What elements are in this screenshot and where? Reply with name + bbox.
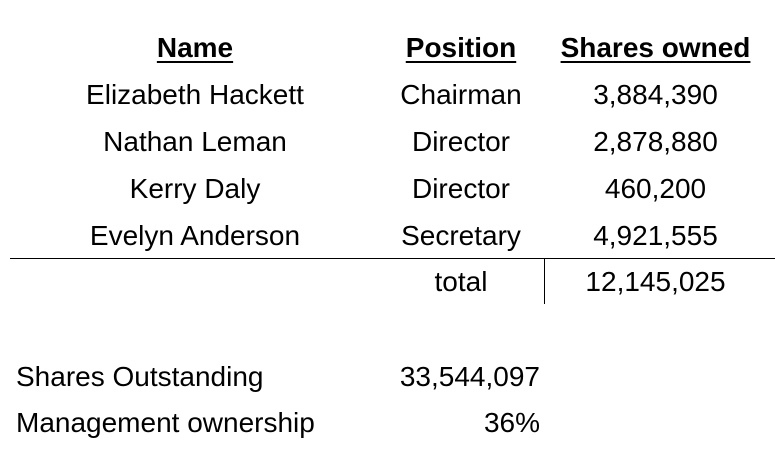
total-vertical-divider <box>544 259 545 304</box>
row-name: Nathan Leman <box>103 126 287 157</box>
header-shares-owned: Shares owned <box>560 32 751 63</box>
shares-outstanding-value: 33,544,097 <box>399 361 540 392</box>
row-name: Kerry Daly <box>129 173 261 204</box>
header-position: Position <box>405 32 517 63</box>
management-ownership-value: 36% <box>483 407 540 438</box>
row-shares: 3,884,390 <box>593 79 718 110</box>
row-shares: 4,921,555 <box>593 220 718 251</box>
row-position: Secretary <box>401 220 521 251</box>
shares-outstanding-label: Shares Outstanding <box>16 361 264 392</box>
total-label: total <box>434 266 488 297</box>
total-divider-line <box>10 258 775 259</box>
management-ownership-label: Management ownership <box>16 407 315 438</box>
row-shares: 460,200 <box>604 173 707 204</box>
header-name: Name <box>156 32 234 63</box>
total-value: 12,145,025 <box>585 266 726 297</box>
row-position: Chairman <box>400 79 522 110</box>
row-shares: 2,878,880 <box>593 126 718 157</box>
row-position: Director <box>411 173 510 204</box>
row-name: Elizabeth Hackett <box>86 79 304 110</box>
row-position: Director <box>411 126 510 157</box>
row-name: Evelyn Anderson <box>89 220 301 251</box>
